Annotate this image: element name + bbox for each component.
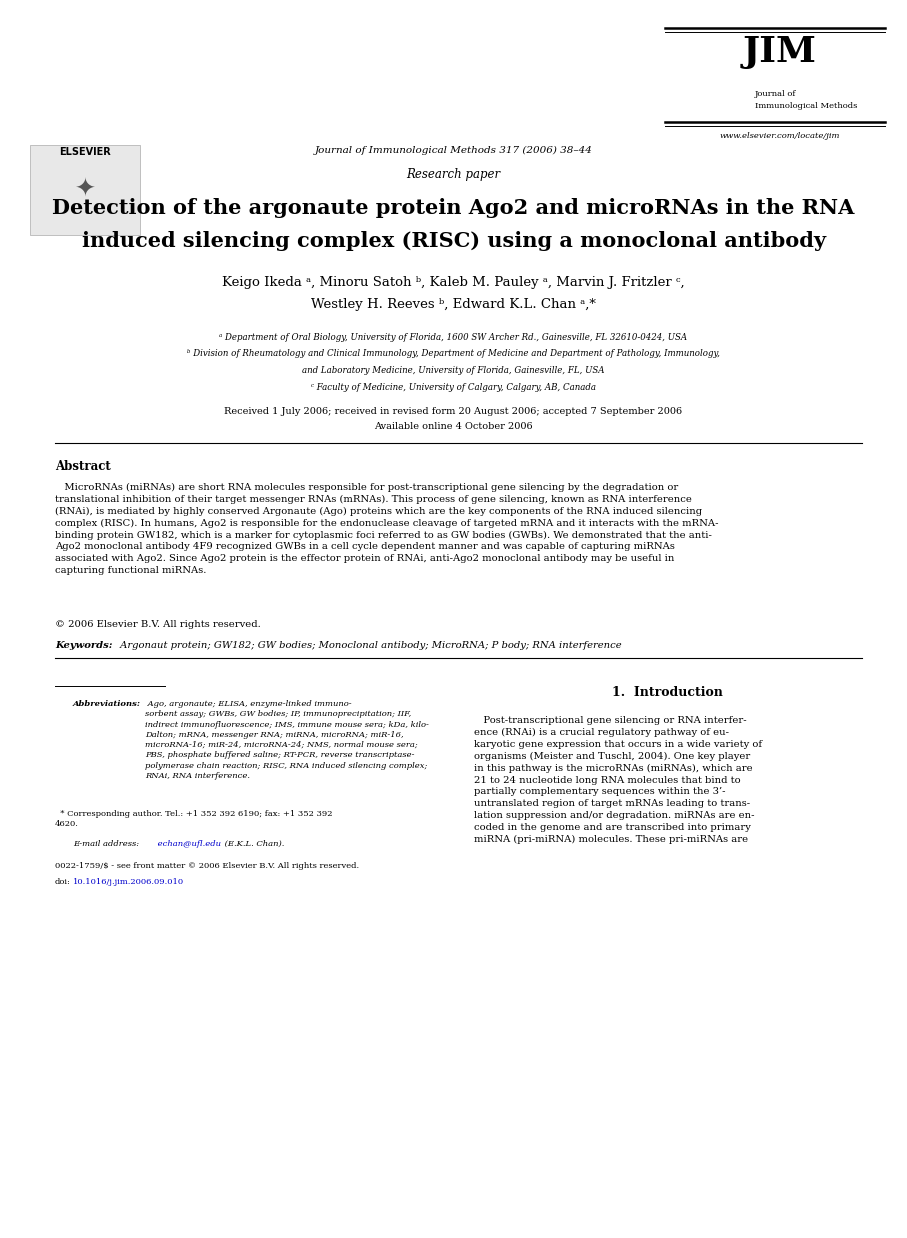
Text: Abbreviations:: Abbreviations: xyxy=(73,699,141,708)
Text: Ago, argonaute; ELISA, enzyme-linked immuno-
sorbent assay; GWBs, GW bodies; IP,: Ago, argonaute; ELISA, enzyme-linked imm… xyxy=(145,699,429,780)
Text: Post-transcriptional gene silencing or RNA interfer-
ence (RNAi) is a crucial re: Post-transcriptional gene silencing or R… xyxy=(473,716,762,844)
Text: Journal of Immunological Methods 317 (2006) 38–44: Journal of Immunological Methods 317 (20… xyxy=(315,145,592,155)
Text: Abstract: Abstract xyxy=(55,461,111,473)
Text: (E.K.L. Chan).: (E.K.L. Chan). xyxy=(222,841,285,848)
Text: * Corresponding author. Tel.: +1 352 392 6190; fax: +1 352 392
4620.: * Corresponding author. Tel.: +1 352 392… xyxy=(55,810,333,828)
Text: JIM: JIM xyxy=(743,35,817,69)
Text: doi:: doi: xyxy=(55,879,71,886)
Text: Immunological Methods: Immunological Methods xyxy=(755,102,857,110)
Text: www.elsevier.com/locate/jim: www.elsevier.com/locate/jim xyxy=(720,132,840,140)
Text: ᵃ Department of Oral Biology, University of Florida, 1600 SW Archer Rd., Gainesv: ᵃ Department of Oral Biology, University… xyxy=(219,333,688,342)
Bar xyxy=(30,145,140,235)
Text: Available online 4 October 2006: Available online 4 October 2006 xyxy=(375,422,532,432)
Text: 10.1016/j.jim.2006.09.010: 10.1016/j.jim.2006.09.010 xyxy=(73,879,183,886)
Text: ✦: ✦ xyxy=(74,178,95,202)
Text: Keigo Ikeda ᵃ, Minoru Satoh ᵇ, Kaleb M. Pauley ᵃ, Marvin J. Fritzler ᶜ,: Keigo Ikeda ᵃ, Minoru Satoh ᵇ, Kaleb M. … xyxy=(222,276,685,288)
Text: Detection of the argonaute protein Ago2 and microRNAs in the RNA: Detection of the argonaute protein Ago2 … xyxy=(53,198,854,218)
Text: Keywords:: Keywords: xyxy=(55,640,112,650)
Text: Westley H. Reeves ᵇ, Edward K.L. Chan ᵃ,*: Westley H. Reeves ᵇ, Edward K.L. Chan ᵃ,… xyxy=(311,298,596,311)
Text: Journal of: Journal of xyxy=(755,90,796,98)
Text: induced silencing complex (RISC) using a monoclonal antibody: induced silencing complex (RISC) using a… xyxy=(82,232,825,251)
Text: echan@ufl.edu: echan@ufl.edu xyxy=(155,841,221,848)
Text: Argonaut protein; GW182; GW bodies; Monoclonal antibody; MicroRNA; P body; RNA i: Argonaut protein; GW182; GW bodies; Mono… xyxy=(117,640,621,650)
Text: and Laboratory Medicine, University of Florida, Gainesville, FL, USA: and Laboratory Medicine, University of F… xyxy=(302,366,605,375)
Text: Received 1 July 2006; received in revised form 20 August 2006; accepted 7 Septem: Received 1 July 2006; received in revise… xyxy=(224,407,683,416)
Text: ELSEVIER: ELSEVIER xyxy=(59,147,111,157)
Text: ᶜ Faculty of Medicine, University of Calgary, Calgary, AB, Canada: ᶜ Faculty of Medicine, University of Cal… xyxy=(311,383,596,391)
Text: Research paper: Research paper xyxy=(406,168,501,181)
Text: 0022-1759/$ - see front matter © 2006 Elsevier B.V. All rights reserved.: 0022-1759/$ - see front matter © 2006 El… xyxy=(55,862,359,870)
Text: 1.  Introduction: 1. Introduction xyxy=(612,686,723,699)
Text: MicroRNAs (miRNAs) are short RNA molecules responsible for post-transcriptional : MicroRNAs (miRNAs) are short RNA molecul… xyxy=(55,483,718,574)
Text: © 2006 Elsevier B.V. All rights reserved.: © 2006 Elsevier B.V. All rights reserved… xyxy=(55,620,260,629)
Text: E-mail address:: E-mail address: xyxy=(73,841,139,848)
Text: ᵇ Division of Rheumatology and Clinical Immunology, Department of Medicine and D: ᵇ Division of Rheumatology and Clinical … xyxy=(187,349,720,359)
